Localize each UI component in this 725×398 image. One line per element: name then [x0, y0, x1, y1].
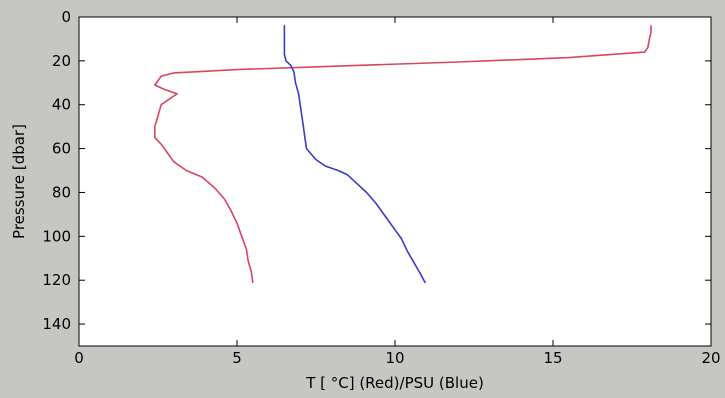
x-tick-label: 20	[701, 349, 720, 367]
series-layer	[154, 25, 652, 284]
y-tick-label: 80	[52, 183, 71, 201]
temperature-line	[154, 25, 652, 284]
x-tick-label: 5	[232, 349, 242, 367]
plot-area	[78, 16, 712, 347]
y-axis-label: Pressure [dbar]	[10, 124, 28, 239]
y-tick-label: 0	[61, 8, 71, 26]
y-tick-label: 20	[52, 52, 71, 70]
x-tick-label: 10	[385, 349, 404, 367]
x-tick-label: 0	[74, 349, 84, 367]
y-tick-label: 60	[52, 140, 71, 158]
y-tick-label: 40	[52, 96, 71, 114]
y-axis: 0 20 40 60 80 100 120 140	[42, 8, 711, 333]
y-tick-label: 100	[42, 227, 71, 245]
y-tick-label: 120	[42, 271, 71, 289]
x-axis-label: T [ °C] (Red)/PSU (Blue)	[305, 374, 484, 392]
y-tick-label: 140	[42, 315, 71, 333]
x-axis: 0 5 10 15 20	[74, 17, 721, 367]
salinity-line	[283, 25, 426, 284]
x-tick-label: 15	[543, 349, 562, 367]
